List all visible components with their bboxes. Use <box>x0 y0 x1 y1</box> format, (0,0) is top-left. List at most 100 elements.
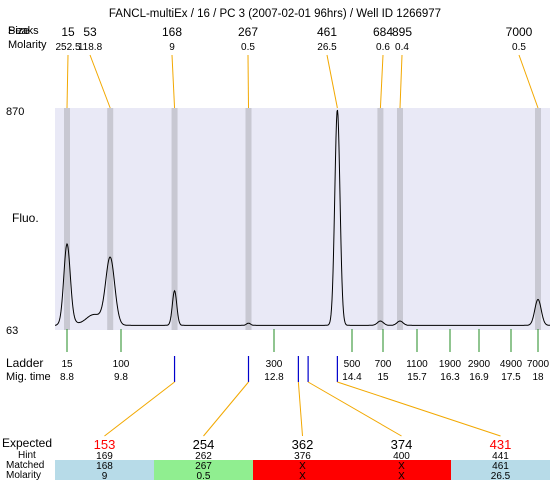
sample-ticks <box>173 356 338 382</box>
matched-value: X <box>299 461 306 472</box>
expected-table: 15316916892542622670.5362376XX374400XX43… <box>55 437 550 480</box>
peak-connector <box>518 54 539 109</box>
ladder-time: 12.8 <box>264 372 284 383</box>
match-status-cell <box>154 460 253 480</box>
expected-label: Expected <box>2 436 52 450</box>
lane-band <box>535 108 541 330</box>
peak-size-label: 7000 <box>506 25 533 39</box>
hint-value: 169 <box>96 451 113 462</box>
peak-molarity-label: 118.8 <box>78 42 103 53</box>
match-status-cell <box>451 460 550 480</box>
molarity-value: X <box>398 471 405 480</box>
peak-size-label: 267 <box>238 25 258 39</box>
lane-band <box>245 108 252 330</box>
expected-connector <box>297 381 303 437</box>
ladder-size: 1900 <box>439 359 462 370</box>
hint-value: 441 <box>492 451 509 462</box>
matched-label: Matched <box>6 460 44 471</box>
ladder-time: 15.7 <box>407 372 427 383</box>
peak-labels: 15 252.553 118.8 168 9 267 0.5 461 26.5 684 0.6895… <box>55 25 532 53</box>
peak-size-label: 53 <box>83 25 97 39</box>
lane-bands <box>64 108 541 330</box>
ladder-size: 500 <box>344 359 361 370</box>
ladder-markers: 15 8.8 100 9.8 300 12.8 500 14.4 700 15 1100 15.7 19… <box>60 329 550 383</box>
expected-value: 374 <box>391 437 413 452</box>
lane-band <box>397 108 403 330</box>
ladder-time: 16.9 <box>469 372 489 383</box>
expected-connector <box>203 381 249 437</box>
peak-molarity-label: 0.5 <box>512 42 526 53</box>
plot-area <box>55 108 550 330</box>
y-axis-label: Fluo. <box>12 211 39 225</box>
peak-size-label: 895 <box>392 25 412 39</box>
hint-value: 400 <box>393 451 410 462</box>
expected-connector <box>337 381 501 437</box>
expected-value: 254 <box>193 437 215 452</box>
match-status-cell <box>253 460 352 480</box>
ladder-time: 16.3 <box>440 372 460 383</box>
peak-molarity-label: 0.6 <box>376 42 390 53</box>
y-tick-bottom: 63 <box>6 325 18 337</box>
lane-band <box>377 108 384 330</box>
peak-connector <box>89 54 111 109</box>
ladder-time: 15 <box>377 372 389 383</box>
ladder-time: 17.5 <box>501 372 521 383</box>
hint-value: 376 <box>294 451 311 462</box>
peak-size-label: 168 <box>162 25 182 39</box>
y-tick-top: 870 <box>6 106 24 118</box>
match-status-cell <box>55 460 154 480</box>
molarity-value: 26.5 <box>491 471 511 480</box>
peak-molarity-label: 9 <box>169 42 175 53</box>
lane-band <box>64 108 70 330</box>
expected-value: 431 <box>490 437 512 452</box>
peak-size-label: 684 <box>373 25 393 39</box>
ladder-size: 300 <box>266 359 283 370</box>
peak-connector <box>66 54 69 109</box>
expected-connector <box>307 381 402 437</box>
match-status-cell <box>352 460 451 480</box>
ladder-time: 9.8 <box>114 372 128 383</box>
peak-connectors <box>66 54 539 109</box>
molarity-value: 0.5 <box>197 471 211 480</box>
expected-value: 362 <box>292 437 314 452</box>
ladder-size: 1100 <box>406 359 428 370</box>
peak-connector <box>326 54 338 109</box>
peak-molarity-label: 0.4 <box>395 42 409 53</box>
lane-band <box>171 108 178 330</box>
peak-molarity-label: 252.5 <box>55 42 80 53</box>
chart-title: FANCL-multiEx / 16 / PC 3 (2007-02-01 96… <box>109 8 441 20</box>
size-label-a: Size <box>8 25 29 37</box>
peak-size-label: 15 <box>61 25 75 39</box>
ladder-size: 15 <box>61 359 73 370</box>
molarity-value: 9 <box>102 471 108 480</box>
expected-connectors <box>104 381 501 437</box>
ladder-size: 7000 <box>527 359 550 370</box>
peak-connector <box>379 54 384 109</box>
ladder-label: Ladder <box>6 356 43 370</box>
mig-time-label: Mig. time <box>6 371 51 383</box>
ladder-time: 14.4 <box>342 372 362 383</box>
size-label-b: Peaks <box>8 25 39 37</box>
peak-size-label: 461 <box>317 25 337 39</box>
matched-value: X <box>398 461 405 472</box>
hint-value: 262 <box>195 451 212 462</box>
hint-label: Hint <box>18 450 36 461</box>
ladder-size: 700 <box>375 359 392 370</box>
molarity-label: Molarity <box>8 39 47 51</box>
matched-value: 168 <box>96 461 113 472</box>
peak-connector <box>399 54 403 109</box>
ladder-size: 4900 <box>500 359 523 370</box>
expected-value: 153 <box>94 437 116 452</box>
molarity-value: X <box>299 471 306 480</box>
ladder-time: 18 <box>532 372 544 383</box>
matched-value: 267 <box>195 461 212 472</box>
ladder-size: 100 <box>113 359 130 370</box>
lane-band <box>107 108 114 330</box>
peak-connector <box>247 54 249 109</box>
molarity-bottom-label: Molarity <box>6 470 41 480</box>
peak-molarity-label: 26.5 <box>317 42 337 53</box>
ladder-time: 8.8 <box>60 372 74 383</box>
fluorescence-trace <box>55 109 550 326</box>
matched-value: 461 <box>492 461 509 472</box>
